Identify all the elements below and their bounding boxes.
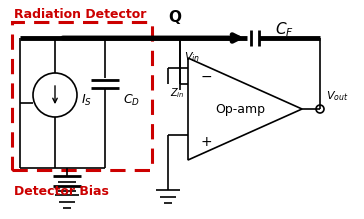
Text: Op-amp: Op-amp xyxy=(215,102,265,115)
Text: $V_{in}$: $V_{in}$ xyxy=(184,50,200,64)
Text: $I_S$: $I_S$ xyxy=(81,92,92,108)
Text: $C_F$: $C_F$ xyxy=(275,20,294,39)
Text: Detector Bias: Detector Bias xyxy=(14,185,109,198)
Text: Q: Q xyxy=(169,10,182,25)
Text: Radiation Detector: Radiation Detector xyxy=(14,8,146,21)
Bar xyxy=(12,22,152,170)
Text: $V_{out}$: $V_{out}$ xyxy=(326,89,349,103)
Text: $-$: $-$ xyxy=(200,69,212,83)
Text: $+$: $+$ xyxy=(200,135,212,149)
Text: $Z_{in}$: $Z_{in}$ xyxy=(170,86,185,100)
Text: $C_D$: $C_D$ xyxy=(123,92,140,108)
